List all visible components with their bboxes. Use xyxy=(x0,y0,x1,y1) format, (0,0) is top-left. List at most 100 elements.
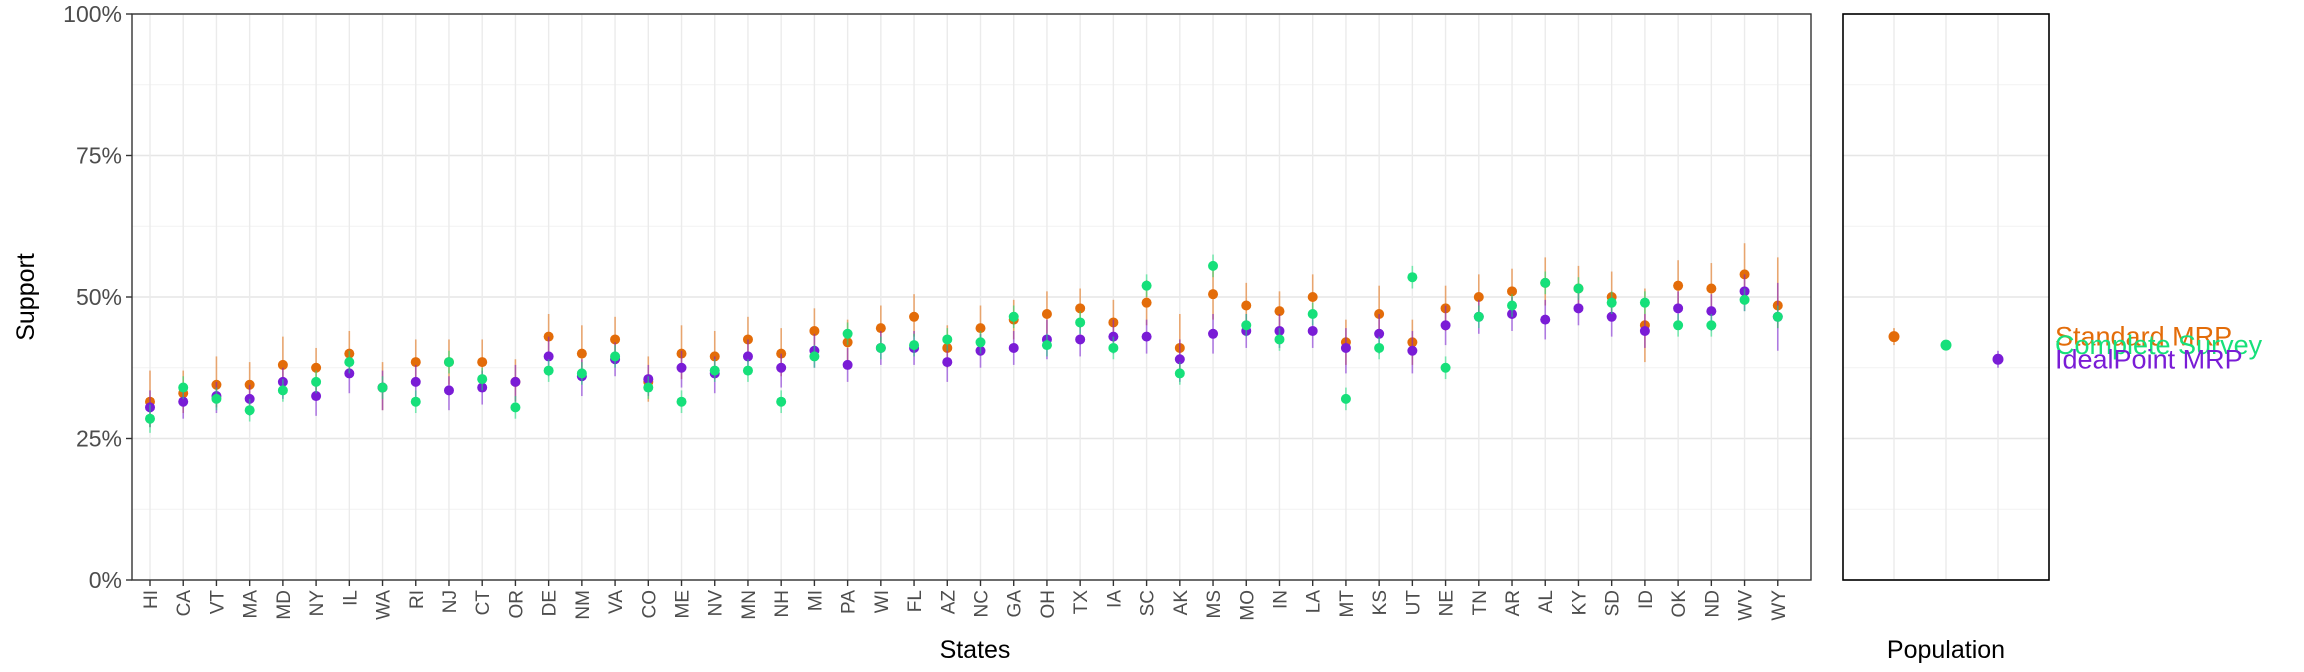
data-point xyxy=(510,376,521,387)
data-point xyxy=(178,382,189,393)
x-tick-label: KS xyxy=(1370,590,1391,615)
population-point xyxy=(1940,339,1952,351)
x-tick-label: OH xyxy=(1038,590,1059,619)
data-point xyxy=(477,374,488,385)
data-point xyxy=(1673,303,1684,314)
y-tick-label: 0% xyxy=(89,567,122,593)
data-point xyxy=(1374,328,1385,339)
data-point xyxy=(510,402,521,413)
x-tick-label: UT xyxy=(1403,590,1424,616)
series-label: IdealPoint MRP xyxy=(2055,344,2243,374)
data-point xyxy=(1772,311,1783,322)
data-point xyxy=(909,311,920,322)
data-point xyxy=(676,396,687,407)
data-point xyxy=(410,396,421,407)
x-tick-label: NV xyxy=(706,590,727,617)
data-point xyxy=(1706,306,1717,317)
x-tick-label: MS xyxy=(1204,590,1225,619)
y-tick-label: 100% xyxy=(63,1,122,27)
x-tick-label: AK xyxy=(1171,590,1192,616)
data-point xyxy=(244,405,255,416)
x-tick-label: IL xyxy=(340,590,361,606)
x-tick-label: GA xyxy=(1005,590,1026,618)
data-point xyxy=(1141,331,1152,342)
x-tick-label: MD xyxy=(274,590,295,620)
data-point xyxy=(1174,368,1185,379)
data-point xyxy=(576,348,587,359)
population-panel-gridlines xyxy=(1843,13,2049,581)
series-label: Standard MRP xyxy=(2055,322,2232,352)
data-point xyxy=(975,323,986,334)
data-point xyxy=(809,325,820,336)
data-point xyxy=(842,359,853,370)
data-point xyxy=(1208,328,1219,339)
data-point xyxy=(1440,362,1451,373)
x-tick-label: OK xyxy=(1669,590,1690,618)
x-tick-label: MA xyxy=(241,590,262,619)
x-tick-label: TX xyxy=(1071,590,1092,615)
data-point xyxy=(975,337,986,348)
x-tick-label: WV xyxy=(1736,590,1757,621)
data-point xyxy=(643,382,654,393)
x-tick-label: SD xyxy=(1603,590,1624,616)
x-tick-label: NC xyxy=(972,590,993,617)
x-tick-label: ME xyxy=(673,590,694,619)
x-tick-label: ND xyxy=(1702,590,1723,617)
data-point xyxy=(1174,354,1185,365)
x-tick-label: VA xyxy=(606,590,627,614)
data-point xyxy=(1407,345,1418,356)
data-point xyxy=(1340,342,1351,353)
population-axis-title: Population xyxy=(1887,636,2005,664)
x-tick-label: MI xyxy=(805,590,826,611)
data-point xyxy=(1739,294,1750,305)
data-point xyxy=(1075,317,1086,328)
data-point xyxy=(742,351,753,362)
data-point xyxy=(377,382,388,393)
data-point xyxy=(277,359,288,370)
data-point xyxy=(1307,308,1318,319)
data-point xyxy=(776,362,787,373)
x-tick-label: IA xyxy=(1104,590,1125,608)
data-point xyxy=(842,328,853,339)
population-point xyxy=(1888,331,1900,343)
data-point xyxy=(1208,289,1219,300)
data-point xyxy=(344,357,355,368)
x-tick-label: CA xyxy=(174,590,195,617)
data-point xyxy=(211,393,222,404)
x-tick-label: TN xyxy=(1470,590,1491,615)
data-point xyxy=(1075,334,1086,345)
data-point xyxy=(1573,303,1584,314)
data-point xyxy=(576,368,587,379)
data-point xyxy=(610,334,621,345)
x-tick-label: CT xyxy=(473,590,494,616)
x-tick-label: NM xyxy=(573,590,594,620)
x-tick-label: WY xyxy=(1769,590,1790,621)
data-point xyxy=(809,351,820,362)
x-tick-label: VT xyxy=(207,590,228,615)
data-point xyxy=(1706,320,1717,331)
data-point xyxy=(311,376,322,387)
data-point xyxy=(1075,303,1086,314)
data-point xyxy=(942,334,953,345)
x-tick-label: RI xyxy=(407,590,428,609)
data-point xyxy=(1274,306,1285,317)
population-panel-marks xyxy=(1888,328,2004,368)
data-point xyxy=(1108,342,1119,353)
x-tick-label: DE xyxy=(540,590,561,616)
data-point xyxy=(1407,272,1418,283)
y-tick-label: 25% xyxy=(76,426,122,452)
x-tick-label: NY xyxy=(307,590,328,617)
data-point xyxy=(311,362,322,373)
x-tick-label: MN xyxy=(739,590,760,620)
data-point xyxy=(1340,393,1351,404)
x-tick-label: AL xyxy=(1536,590,1557,613)
data-point xyxy=(1507,300,1518,311)
x-tick-label: WA xyxy=(374,590,395,620)
data-point xyxy=(277,385,288,396)
x-tick-label: MO xyxy=(1237,590,1258,621)
x-tick-label: NH xyxy=(772,590,793,617)
data-point xyxy=(1041,340,1052,351)
data-point xyxy=(1540,277,1551,288)
x-tick-label: IN xyxy=(1270,590,1291,609)
